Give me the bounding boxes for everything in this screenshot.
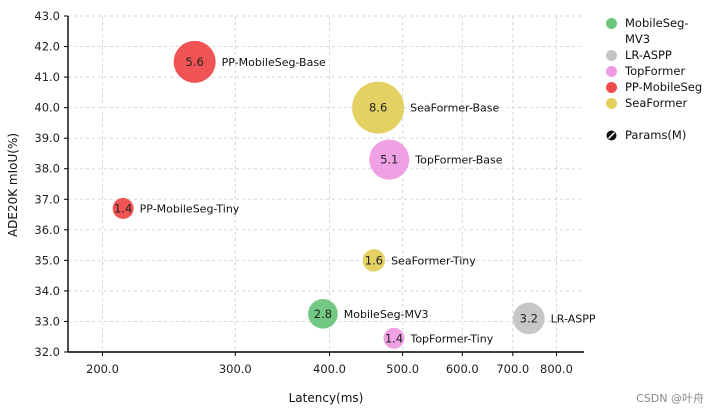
legend-item: LR-ASPP	[606, 47, 710, 63]
point-label: TopFormer-Base	[414, 154, 502, 167]
bubble-size-label: 1.4	[114, 201, 132, 215]
legend-item: SeaFormer	[606, 95, 710, 111]
legend-swatch	[606, 18, 617, 29]
bubble-size-label: 8.6	[369, 101, 387, 115]
axes-layer: 32.0 33.0 34.0 35.0 36.0 37.0 38.0 39.0 40.0 41.0…	[34, 9, 584, 376]
x-tick-label: 700.0	[496, 362, 529, 376]
y-tick-label: 43.0	[34, 9, 60, 23]
bubble-seaformer-base	[352, 81, 405, 134]
bubble-size-label: 2.8	[314, 307, 332, 321]
y-tick-label: 36.0	[34, 223, 60, 237]
chart-legend: MobileSeg-MV3 LR-ASPP TopFormer PP-MobileSe…	[606, 15, 710, 143]
point-label: PP-MobileSeg-Tiny	[140, 202, 240, 215]
y-tick-label: 42.0	[34, 40, 60, 54]
bubble-size-label: 5.6	[186, 55, 204, 69]
y-tick-label: 32.0	[34, 345, 60, 359]
bubble-pp-mobileseg-tiny	[112, 197, 134, 219]
point-label: MobileSeg-MV3	[344, 308, 429, 321]
watermark: CSDN @叶舟	[636, 392, 704, 405]
point-label: SeaFormer-Base	[410, 102, 499, 115]
bubble-mobileseg-mv3	[308, 298, 338, 329]
bubble-topformer-tiny	[383, 327, 405, 349]
y-tick-label: 40.0	[34, 101, 60, 115]
y-tick-label: 34.0	[34, 284, 60, 298]
bubble-size-label: 5.1	[380, 153, 398, 167]
point-label: SeaFormer-Tiny	[391, 254, 476, 267]
x-tick-label: 800.0	[540, 362, 573, 376]
legend-label: PP-MobileSeg	[625, 80, 703, 94]
x-tick-label: 500.0	[386, 362, 419, 376]
legend-label: SeaFormer	[625, 96, 688, 110]
bubble-size-label: 1.6	[365, 253, 383, 267]
legend-swatch	[606, 98, 617, 109]
legend-swatch	[606, 82, 617, 93]
legend-items: MobileSeg-MV3 LR-ASPP TopFormer PP-MobileSe…	[606, 15, 710, 111]
x-tick-label: 300.0	[219, 362, 252, 376]
legend-label: MobileSeg-MV3	[625, 16, 689, 46]
y-tick-label: 38.0	[34, 162, 60, 176]
params-legend-label: Params(M)	[625, 128, 687, 142]
bubble-lr-aspp	[512, 302, 545, 335]
y-tick-label: 35.0	[34, 253, 60, 267]
bubble-size-label: 1.4	[385, 331, 403, 345]
x-tick-label: 200.0	[86, 362, 119, 376]
y-tick-label: 33.0	[34, 314, 60, 328]
bubbles-layer: 8.6 SeaFormer-Base 5.6 PP-MobileSeg-Base 5.1…	[112, 40, 596, 349]
x-tick-label: 600.0	[446, 362, 479, 376]
point-label: PP-MobileSeg-Base	[222, 56, 326, 69]
legend-label: LR-ASPP	[625, 48, 672, 62]
legend-swatch	[606, 66, 617, 77]
legend-params-item: Params(M)	[606, 127, 710, 143]
legend-item: TopFormer	[606, 63, 710, 79]
bubble-topformer-base	[369, 139, 410, 180]
x-axis-title: Latency(ms)	[289, 391, 364, 405]
legend-item: PP-MobileSeg	[606, 79, 710, 95]
point-label: LR-ASPP	[551, 312, 596, 325]
y-tick-label: 37.0	[34, 192, 60, 206]
legend-item: MobileSeg-MV3	[606, 15, 710, 47]
y-axis-title: ADE20K mIoU(%)	[6, 133, 20, 237]
y-tick-label: 39.0	[34, 131, 60, 145]
point-label: TopFormer-Tiny	[409, 332, 493, 345]
bubble-size-label: 3.2	[520, 311, 538, 325]
params-size-icon	[606, 130, 617, 141]
y-tick-label: 41.0	[34, 70, 60, 84]
x-tick-label: 400.0	[313, 362, 346, 376]
legend-swatch	[606, 50, 617, 61]
legend-label: TopFormer	[625, 64, 686, 78]
bubble-seaformer-tiny	[362, 249, 386, 272]
bubble-pp-mobileseg-base	[173, 40, 216, 83]
